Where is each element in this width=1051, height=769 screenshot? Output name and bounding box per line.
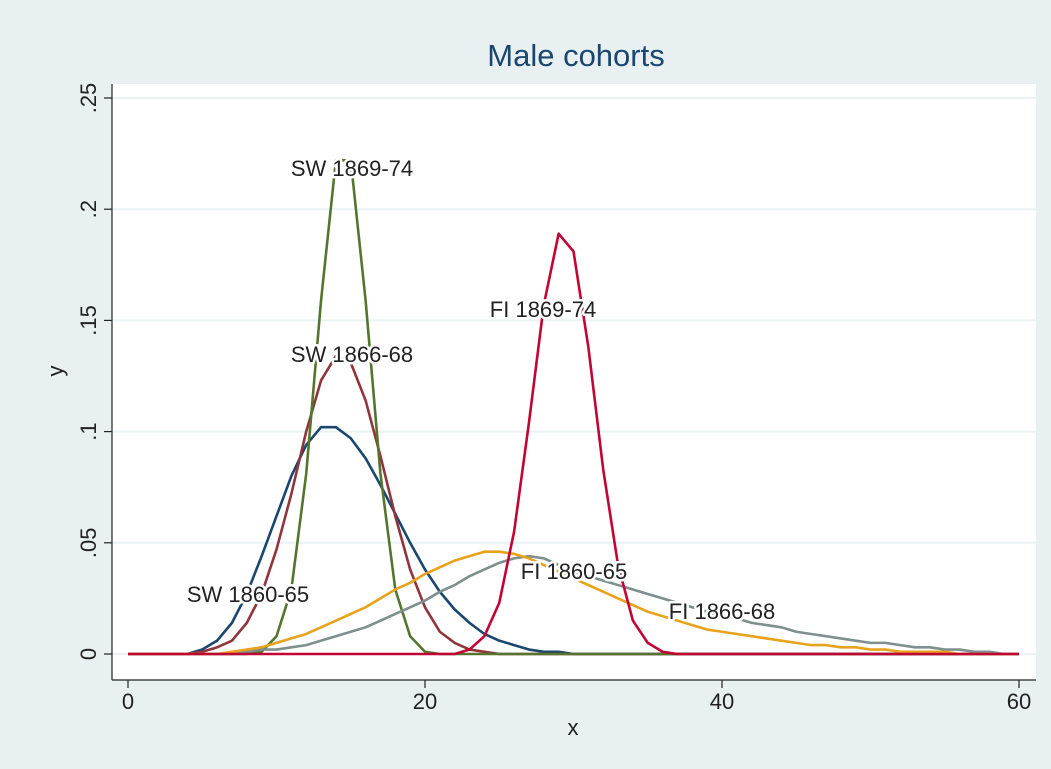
y-axis-label: y [43, 366, 68, 377]
series-label: SW 1860-65 [187, 582, 309, 607]
y-tick-label: .2 [76, 200, 101, 218]
y-tick-label: .1 [76, 422, 101, 440]
axes: 0 .05 .1 .15 .2 .25 0 20 40 60 [76, 83, 1036, 714]
x-tick-label: 40 [710, 689, 734, 714]
series-line [128, 232, 1019, 656]
series-line [128, 550, 1019, 656]
x-tick-label: 0 [122, 689, 134, 714]
series-label: FI 1860-65 [521, 559, 627, 584]
series-labels: SW 1860-65 SW 1866-68 SW 1869-74 FI 1860-65… [184, 153, 777, 626]
series-line [128, 554, 1019, 656]
chart-title: Male cohorts [487, 38, 664, 73]
y-tick-label: .25 [76, 83, 101, 114]
series-label: SW 1866-68 [291, 342, 413, 367]
y-tick-label: 0 [76, 648, 101, 660]
x-axis-label: x [568, 715, 579, 740]
series-label: FI 1869-74 [490, 297, 596, 322]
lines [128, 158, 1019, 656]
series-label: SW 1869-74 [291, 156, 413, 181]
y-tick-label: .05 [76, 528, 101, 559]
series-label: FI 1866-68 [669, 599, 775, 624]
x-tick-label: 20 [413, 689, 437, 714]
y-tick-label: .15 [76, 305, 101, 336]
x-tick-label: 60 [1007, 689, 1031, 714]
